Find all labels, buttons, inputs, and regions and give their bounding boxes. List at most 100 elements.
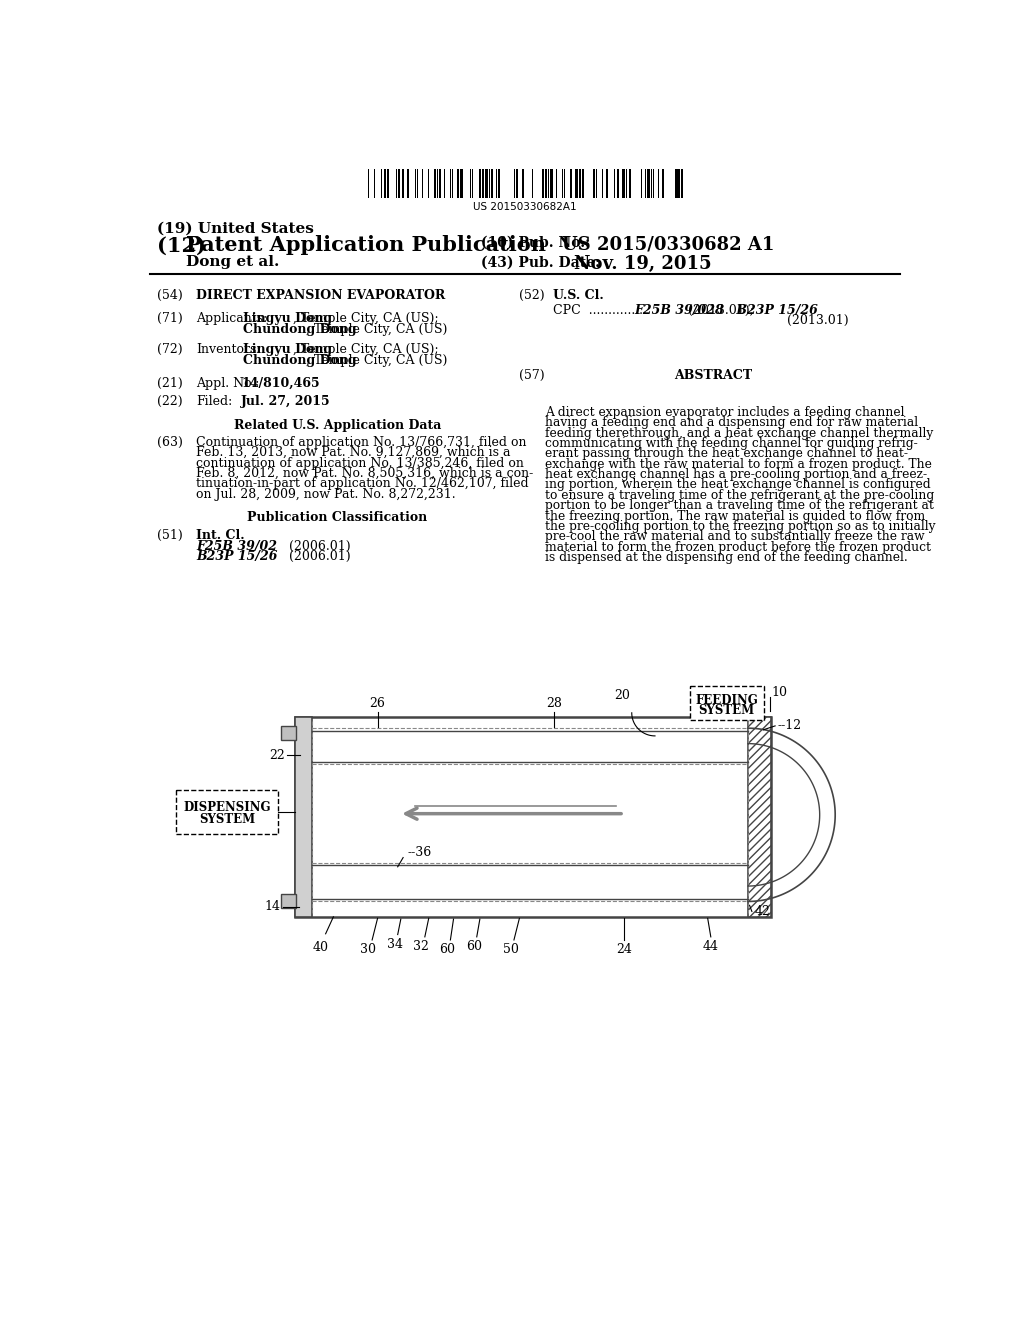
Bar: [428, 169, 429, 198]
Bar: [569, 169, 572, 198]
Text: CPC  ...............: CPC ...............: [553, 304, 646, 317]
Text: (63): (63): [158, 436, 183, 449]
Text: 24: 24: [616, 942, 632, 956]
Polygon shape: [653, 867, 672, 896]
Polygon shape: [623, 733, 643, 760]
Text: Dong et al.: Dong et al.: [186, 256, 280, 269]
Bar: [681, 169, 683, 198]
Text: continuation of application No. 13/385,246, filed on: continuation of application No. 13/385,2…: [197, 457, 524, 470]
Polygon shape: [542, 867, 560, 896]
Polygon shape: [601, 733, 623, 760]
Text: pre-cool the raw material and to substantially freeze the raw: pre-cool the raw material and to substan…: [545, 531, 925, 544]
Bar: [498, 169, 500, 198]
Text: FEEDING: FEEDING: [695, 693, 758, 706]
Text: erant passing through the heat exchange channel to heat-: erant passing through the heat exchange …: [545, 447, 908, 461]
Bar: [629, 169, 631, 198]
Bar: [575, 169, 578, 198]
Text: Int. Cl.: Int. Cl.: [197, 529, 245, 543]
Bar: [401, 169, 403, 198]
Text: SYSTEM: SYSTEM: [199, 813, 255, 826]
Bar: [583, 169, 585, 198]
Text: (72): (72): [158, 343, 183, 356]
Text: 10: 10: [771, 685, 787, 698]
Text: exchange with the raw material to form a frozen product. The: exchange with the raw material to form a…: [545, 458, 932, 471]
Polygon shape: [706, 733, 726, 760]
Bar: [662, 169, 665, 198]
Text: 44: 44: [702, 940, 719, 953]
Text: communicating with the feeding channel for guiding refrig-: communicating with the feeding channel f…: [545, 437, 918, 450]
Polygon shape: [664, 733, 684, 760]
Polygon shape: [560, 733, 581, 760]
Polygon shape: [523, 867, 542, 896]
Text: tinuation-in-part of application No. 12/462,107, filed: tinuation-in-part of application No. 12/…: [197, 478, 528, 491]
Polygon shape: [374, 733, 394, 760]
Text: , Temple City, CA (US);: , Temple City, CA (US);: [293, 343, 438, 356]
Text: (52): (52): [519, 289, 545, 302]
Bar: [542, 169, 544, 198]
Text: Appl. No.:: Appl. No.:: [197, 376, 259, 389]
Text: (2006.01): (2006.01): [289, 550, 351, 564]
Text: Feb. 13, 2013, now Pat. No. 9,127,869, which is a: Feb. 13, 2013, now Pat. No. 9,127,869, w…: [197, 446, 511, 459]
Polygon shape: [498, 733, 518, 760]
Text: having a feeding end and a dispensing end for raw material: having a feeding end and a dispensing en…: [545, 416, 919, 429]
Bar: [407, 169, 409, 198]
Text: Chundong Dong: Chundong Dong: [243, 322, 356, 335]
Bar: [457, 169, 459, 198]
Bar: [678, 169, 680, 198]
Bar: [450, 169, 452, 198]
Text: F25B 39/02: F25B 39/02: [197, 540, 278, 553]
Bar: [295, 717, 311, 917]
Text: material to form the frozen product before the frozen product: material to form the frozen product befo…: [545, 541, 931, 554]
Text: (10) Pub. No.:: (10) Pub. No.:: [480, 235, 590, 249]
Text: Inventors:: Inventors:: [197, 343, 261, 356]
Text: Applicants:: Applicants:: [197, 312, 267, 325]
Polygon shape: [540, 733, 560, 760]
Bar: [438, 169, 441, 198]
Text: 28: 28: [547, 697, 562, 710]
Text: 26: 26: [370, 697, 385, 710]
Polygon shape: [684, 733, 706, 760]
Text: the freezing portion. The raw material is guided to flow from: the freezing portion. The raw material i…: [545, 510, 926, 523]
Polygon shape: [581, 733, 601, 760]
Text: B23P 15/26: B23P 15/26: [197, 550, 278, 564]
Polygon shape: [457, 733, 477, 760]
Polygon shape: [411, 867, 430, 896]
Text: (54): (54): [158, 289, 183, 302]
Bar: [479, 169, 481, 198]
Polygon shape: [616, 867, 635, 896]
Polygon shape: [672, 867, 690, 896]
Bar: [397, 169, 400, 198]
Text: (2013.01): (2013.01): [786, 314, 848, 327]
Text: US 2015/0330682 A1: US 2015/0330682 A1: [562, 235, 774, 253]
Text: (2013.01);: (2013.01);: [684, 304, 755, 317]
Text: , Temple City, CA (US): , Temple City, CA (US): [306, 322, 447, 335]
Text: --12: --12: [777, 719, 802, 733]
Text: A direct expansion evaporator includes a feeding channel: A direct expansion evaporator includes a…: [545, 405, 904, 418]
Polygon shape: [374, 867, 392, 896]
Text: portion to be longer than a traveling time of the refrigerant at: portion to be longer than a traveling ti…: [545, 499, 934, 512]
Text: 30: 30: [360, 942, 376, 956]
Bar: [593, 169, 595, 198]
Text: Feb. 8, 2012, now Pat. No. 8,505,316, which is a con-: Feb. 8, 2012, now Pat. No. 8,505,316, wh…: [197, 467, 534, 480]
Text: 14/810,465: 14/810,465: [241, 376, 319, 389]
Text: 14: 14: [264, 900, 281, 913]
Polygon shape: [392, 867, 411, 896]
Text: heat exchange channel has a pre-cooling portion and a freez-: heat exchange channel has a pre-cooling …: [545, 469, 927, 480]
Bar: [606, 169, 607, 198]
Bar: [617, 169, 620, 198]
Text: (21): (21): [158, 376, 183, 389]
Text: (2006.01): (2006.01): [289, 540, 351, 553]
Text: Jul. 27, 2015: Jul. 27, 2015: [241, 395, 331, 408]
Text: (57): (57): [519, 370, 545, 383]
Text: (71): (71): [158, 312, 183, 325]
Text: Patent Application Publication: Patent Application Publication: [186, 235, 546, 255]
Polygon shape: [518, 733, 540, 760]
Bar: [281, 894, 296, 908]
Text: 34: 34: [387, 937, 402, 950]
Text: the pre-cooling portion to the freezing portion so as to initially: the pre-cooling portion to the freezing …: [545, 520, 936, 533]
Polygon shape: [504, 867, 523, 896]
Polygon shape: [477, 733, 498, 760]
Bar: [563, 169, 565, 198]
Bar: [176, 789, 279, 834]
Text: , Temple City, CA (US);: , Temple City, CA (US);: [293, 312, 438, 325]
